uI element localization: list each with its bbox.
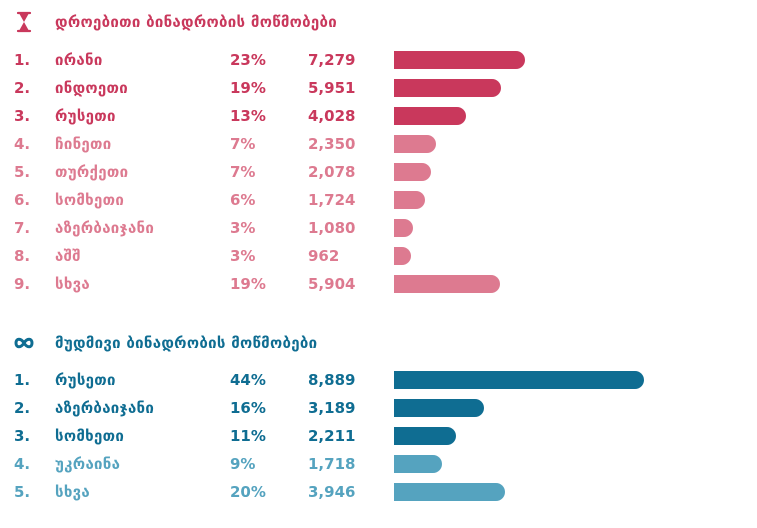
count-label: 2,211 [308, 427, 356, 445]
country-label: აზერბაიჯანი [55, 399, 155, 417]
country-label: რუსეთი [55, 107, 116, 125]
count-label: 5,904 [308, 275, 356, 293]
rank-label: 9. [14, 275, 31, 293]
country-label: ჩინეთი [55, 135, 112, 153]
bar [394, 219, 413, 237]
chart-row: 3. სომხეთი 11% 2,211 [0, 424, 757, 448]
temporary-residence-section: დროებითი ბინადრობის მოწმობები 1. ირანი 23%… [0, 10, 757, 300]
chart-row: 5. თურქეთი 7% 2,078 [0, 160, 757, 184]
count-label: 8,889 [308, 371, 356, 389]
country-label: აშშ [55, 247, 81, 265]
bar [394, 163, 431, 181]
bar [394, 371, 644, 389]
percent-label: 19% [230, 79, 266, 97]
rank-label: 2. [14, 399, 31, 417]
country-label: სომხეთი [55, 191, 125, 209]
rank-label: 8. [14, 247, 31, 265]
country-label: ირანი [55, 51, 103, 69]
rank-label: 2. [14, 79, 31, 97]
bar [394, 191, 425, 209]
percent-label: 3% [230, 247, 256, 265]
country-label: ინდოეთი [55, 79, 129, 97]
count-label: 7,279 [308, 51, 356, 69]
chart-row: 8. აშშ 3% 962 [0, 244, 757, 268]
country-label: რუსეთი [55, 371, 116, 389]
percent-label: 13% [230, 107, 266, 125]
rank-label: 4. [14, 135, 31, 153]
percent-label: 11% [230, 427, 266, 445]
bar [394, 51, 525, 69]
rank-label: 1. [14, 51, 31, 69]
bar [394, 399, 484, 417]
infinity-icon [14, 337, 34, 349]
chart-row: 4. ჩინეთი 7% 2,350 [0, 132, 757, 156]
temporary-section-header: დროებითი ბინადრობის მოწმობები [0, 10, 757, 34]
rank-label: 1. [14, 371, 31, 389]
bar [394, 247, 411, 265]
percent-label: 44% [230, 371, 266, 389]
bar [394, 107, 466, 125]
count-label: 2,078 [308, 163, 356, 181]
count-label: 4,028 [308, 107, 356, 125]
chart-row: 2. აზერბაიჯანი 16% 3,189 [0, 396, 757, 420]
chart-row: 5. სხვა 20% 3,946 [0, 480, 757, 504]
percent-label: 20% [230, 483, 266, 501]
rank-label: 7. [14, 219, 31, 237]
chart-row: 2. ინდოეთი 19% 5,951 [0, 76, 757, 100]
rank-label: 6. [14, 191, 31, 209]
rank-label: 3. [14, 427, 31, 445]
bar [394, 483, 505, 501]
bar [394, 79, 501, 97]
country-label: უკრაინა [55, 455, 121, 473]
temporary-section-title: დროებითი ბინადრობის მოწმობები [55, 13, 338, 31]
bar [394, 275, 500, 293]
chart-row: 7. აზერბაიჯანი 3% 1,080 [0, 216, 757, 240]
rank-label: 5. [14, 163, 31, 181]
count-label: 1,724 [308, 191, 356, 209]
count-label: 5,951 [308, 79, 356, 97]
country-label: თურქეთი [55, 163, 129, 181]
bar [394, 427, 456, 445]
chart-row: 4. უკრაინა 9% 1,718 [0, 452, 757, 476]
chart-row: 1. ირანი 23% 7,279 [0, 48, 757, 72]
bar [394, 135, 436, 153]
percent-label: 6% [230, 191, 256, 209]
chart-row: 3. რუსეთი 13% 4,028 [0, 104, 757, 128]
chart-row: 6. სომხეთი 6% 1,724 [0, 188, 757, 212]
count-label: 3,189 [308, 399, 356, 417]
country-label: სომხეთი [55, 427, 125, 445]
percent-label: 23% [230, 51, 266, 69]
percent-label: 7% [230, 163, 256, 181]
permanent-residence-section: მუდმივი ბინადრობის მოწმობები 1. რუსეთი 44%… [0, 331, 757, 521]
country-label: სხვა [55, 275, 91, 293]
percent-label: 9% [230, 455, 256, 473]
count-label: 2,350 [308, 135, 356, 153]
percent-label: 7% [230, 135, 256, 153]
count-label: 3,946 [308, 483, 356, 501]
rank-label: 5. [14, 483, 31, 501]
percent-label: 19% [230, 275, 266, 293]
count-label: 1,080 [308, 219, 356, 237]
rank-label: 3. [14, 107, 31, 125]
count-label: 962 [308, 247, 340, 265]
permanent-section-title: მუდმივი ბინადრობის მოწმობები [55, 334, 318, 352]
percent-label: 3% [230, 219, 256, 237]
country-label: აზერბაიჯანი [55, 219, 155, 237]
chart-row: 9. სხვა 19% 5,904 [0, 272, 757, 296]
permanent-section-header: მუდმივი ბინადრობის მოწმობები [0, 331, 757, 355]
rank-label: 4. [14, 455, 31, 473]
hourglass-icon [16, 11, 32, 33]
count-label: 1,718 [308, 455, 356, 473]
country-label: სხვა [55, 483, 91, 501]
chart-row: 1. რუსეთი 44% 8,889 [0, 368, 757, 392]
bar [394, 455, 442, 473]
percent-label: 16% [230, 399, 266, 417]
